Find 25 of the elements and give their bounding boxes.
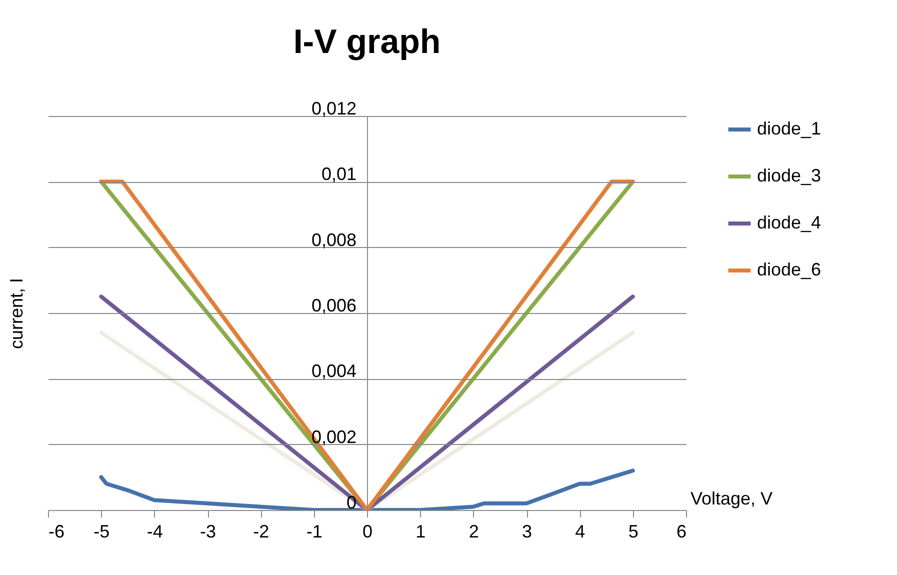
y-tick-label: 0,004	[311, 361, 356, 382]
x-axis-title: Voltage, V	[690, 488, 773, 508]
x-tick-label: -3	[200, 522, 216, 542]
y-tick-label: 0,012	[311, 98, 356, 118]
legend-label: diode_6	[757, 260, 822, 280]
x-tick-label: -6	[48, 522, 65, 542]
x-tick-label: -5	[94, 522, 110, 542]
y-axis-title: current, I	[6, 278, 26, 350]
x-tick-label: 4	[575, 522, 586, 542]
x-tick-label: -2	[253, 522, 270, 542]
x-tick-label: 6	[676, 522, 686, 542]
x-tick-label: 5	[628, 522, 638, 542]
x-tick-label: -4	[146, 522, 163, 542]
y-tick-label: 0,006	[311, 296, 356, 316]
x-tick-label: 0	[362, 522, 373, 542]
x-tick-label: 3	[522, 522, 532, 542]
x-tick-label: 2	[468, 522, 479, 542]
x-tick-label: -1	[306, 522, 322, 542]
y-tick-label: 0,008	[311, 230, 356, 250]
y-tick-label: 0,01	[321, 164, 356, 184]
legend-label: diode_3	[757, 166, 822, 186]
chart-title: I-V graph	[293, 23, 441, 61]
legend-label: diode_1	[757, 118, 822, 138]
x-tick-label: 1	[416, 522, 426, 542]
legend-label: diode_4	[757, 212, 822, 232]
